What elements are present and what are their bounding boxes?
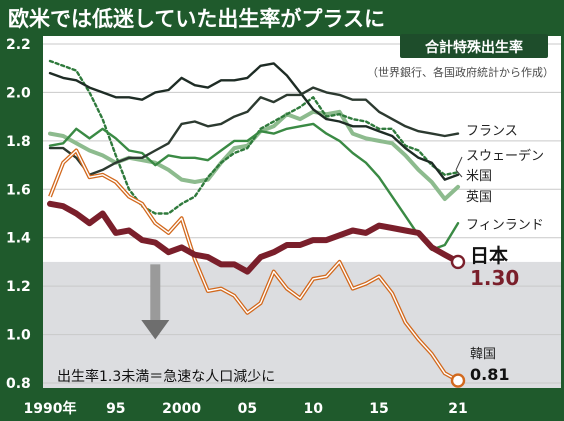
label-finland: フィンランド <box>466 218 544 233</box>
y-tick-label: 1.2 <box>6 279 31 295</box>
series-line-2 <box>48 62 460 181</box>
y-tick-label: 0.8 <box>6 376 31 392</box>
x-tick-label: 10 <box>303 401 323 417</box>
x-tick-label: 21 <box>448 401 467 417</box>
x-axis-ticks: 1990年 95 2000 05 10 15 21 <box>24 400 468 417</box>
series-line-0 <box>48 86 460 177</box>
below-threshold-zone <box>43 261 561 388</box>
series-lines <box>47 59 466 388</box>
chart-subtitle: 合計特殊出生率 <box>425 39 523 56</box>
end-marker-6 <box>450 373 466 388</box>
source-note: （世界銀行、各国政府統計から作成） <box>367 65 554 79</box>
label-france: フランス <box>466 124 518 139</box>
label-sweden: スウェーデン <box>466 148 544 164</box>
value-korea: 0.81 <box>470 365 509 384</box>
label-japan: 日本 <box>470 244 508 267</box>
y-tick-label: 2.2 <box>6 37 31 53</box>
value-japan: 1.30 <box>470 266 519 290</box>
arrow-head <box>141 320 170 340</box>
x-tick-label: 1990年 <box>24 400 77 417</box>
y-tick-label: 1.6 <box>6 182 31 198</box>
label-leader <box>455 156 463 178</box>
y-tick-label: 1.4 <box>6 231 31 247</box>
chart-title: 欧米では低迷していた出生率がプラスに <box>8 7 385 31</box>
series-line-4 <box>48 122 460 252</box>
x-tick-label: 15 <box>369 401 388 417</box>
subtitle-box <box>400 34 548 58</box>
threshold-annotation: 出生率1.3未満＝急速な人口減少に <box>57 368 275 385</box>
y-tick-label: 1.0 <box>6 328 31 344</box>
label-usa: 米国 <box>466 169 492 184</box>
x-tick-label: 2000 <box>162 401 201 417</box>
down-arrow <box>141 264 170 340</box>
arrow-shaft <box>150 264 161 321</box>
label-korea: 韓国 <box>470 347 496 362</box>
series-line-5 <box>47 200 461 275</box>
y-axis-ticks: 0.8 1.0 1.2 1.4 1.6 1.8 2.0 2.2 <box>6 37 31 392</box>
x-tick-label: 95 <box>106 401 125 417</box>
label-uk: 英国 <box>466 190 492 205</box>
series-line-6-inner <box>49 149 459 382</box>
y-tick-label: 1.8 <box>6 134 31 150</box>
y-tick-label: 2.0 <box>6 85 31 101</box>
x-tick-label: 05 <box>238 401 257 417</box>
end-marker-5 <box>450 254 466 270</box>
